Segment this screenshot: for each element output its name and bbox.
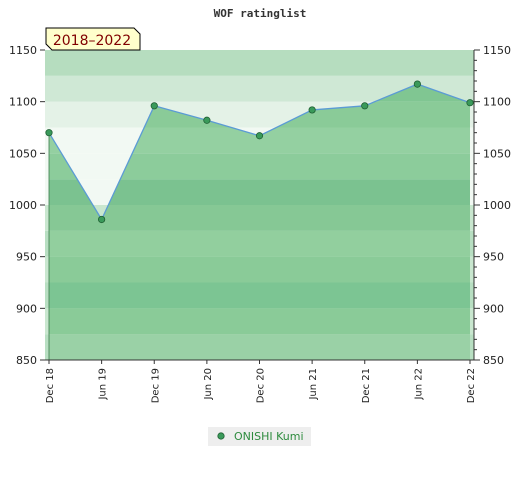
data-point[interactable] (150, 102, 158, 110)
y-tick-label-left: 1000 (9, 199, 37, 212)
y-tick-label-left: 1150 (9, 44, 37, 57)
y-axis-left: 850 900 950 1000 1050 1100 1150 (9, 44, 45, 367)
x-tick-label: Dec 18 (45, 368, 56, 403)
legend: ONISHI Kumi (208, 427, 311, 446)
y-tick-label-left: 1100 (9, 96, 37, 109)
y-tick-label-right: 1050 (483, 147, 511, 160)
y-tick-label-right: 900 (483, 302, 504, 315)
y-tick-label-right: 850 (483, 354, 504, 367)
y-axis-right: 850 900 950 1000 1050 1100 1150 (473, 44, 511, 367)
data-point[interactable] (98, 215, 106, 224)
area-band (49, 179, 470, 205)
data-point[interactable] (203, 116, 211, 124)
y-tick-label-right: 1150 (483, 44, 511, 57)
area-band (49, 282, 470, 309)
x-tick-label: Dec 20 (256, 368, 267, 403)
x-tick-label: Jun 19 (98, 368, 109, 401)
area-band (49, 334, 470, 360)
x-tick-label: Jun 21 (308, 368, 319, 401)
period-badge-text: 2018–2022 (53, 33, 131, 49)
data-point[interactable] (308, 106, 316, 114)
x-tick-label: Dec 22 (466, 368, 477, 403)
x-tick-label: Jun 20 (203, 368, 214, 401)
y-tick-label-left: 850 (16, 354, 37, 367)
y-tick-label-right: 1000 (483, 199, 511, 212)
data-point[interactable] (361, 102, 369, 110)
chart-title: WOF ratinglist (214, 7, 307, 20)
data-point[interactable] (45, 129, 53, 137)
data-point[interactable] (255, 132, 264, 140)
x-tick-label: Dec 19 (150, 368, 161, 403)
y-tick-label-right: 950 (483, 251, 504, 264)
background-band (45, 50, 474, 76)
data-point[interactable] (466, 99, 474, 107)
data-point[interactable] (413, 80, 421, 88)
area-band (49, 230, 470, 257)
legend-marker-icon (217, 432, 225, 440)
legend-series-name: ONISHI Kumi (234, 430, 304, 443)
y-tick-label-left: 950 (16, 251, 37, 264)
x-axis: Dec 18 Jun 19 Dec 19 Jun 20 Dec 20 Jun 21 Dec … (45, 359, 477, 403)
area-band (49, 256, 470, 283)
y-tick-label-left: 900 (16, 302, 37, 315)
x-tick-label: Jun 22 (413, 368, 424, 401)
area-band (49, 205, 470, 231)
period-badge: 2018–2022 (45, 27, 141, 51)
y-tick-label-right: 1100 (483, 96, 511, 109)
y-tick-label-left: 1050 (9, 147, 37, 160)
series-markers (45, 80, 474, 224)
x-tick-label: Dec 21 (361, 368, 372, 403)
area-band (49, 308, 470, 335)
